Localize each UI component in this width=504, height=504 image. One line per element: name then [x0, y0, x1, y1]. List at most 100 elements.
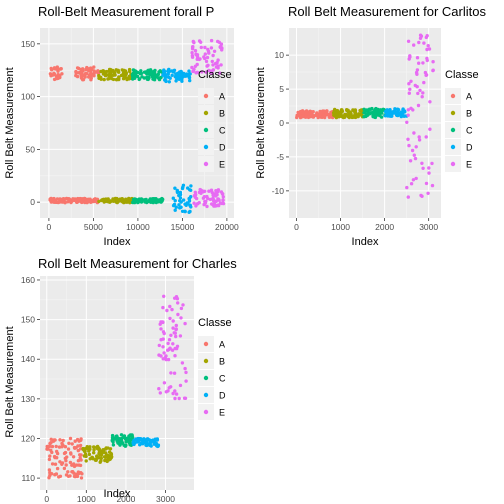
point-D [178, 206, 182, 210]
point-E [184, 379, 188, 383]
point-B [95, 446, 99, 450]
point-B [335, 108, 339, 113]
point-C [111, 443, 116, 447]
point-E [427, 171, 431, 175]
point-E [218, 71, 222, 75]
legend-label-C: C [219, 374, 226, 384]
point-D [187, 69, 191, 73]
point-E [427, 166, 431, 170]
point-E [195, 55, 200, 59]
point-A [47, 468, 52, 472]
point-A [76, 71, 81, 75]
point-A [58, 460, 62, 464]
point-E [202, 55, 206, 59]
point-A [69, 200, 73, 205]
point-A [319, 115, 323, 119]
point-A [77, 66, 81, 71]
point-E [174, 323, 178, 328]
point-A [55, 197, 60, 201]
point-E [203, 52, 207, 56]
point-E [210, 59, 214, 64]
point-A [76, 459, 81, 463]
point-E [425, 56, 429, 61]
point-B [92, 445, 96, 449]
point-A [73, 198, 77, 203]
point-A [86, 197, 90, 202]
point-E [175, 344, 180, 348]
point-C [380, 108, 384, 113]
point-B [92, 451, 96, 455]
point-A [79, 476, 84, 480]
legend-title: Classe [198, 317, 232, 329]
point-C [160, 197, 164, 201]
point-D [177, 203, 181, 207]
point-D [401, 108, 405, 112]
point-E [405, 120, 409, 125]
point-E [166, 341, 170, 346]
point-A [63, 445, 68, 449]
point-A [49, 74, 53, 78]
point-A [71, 470, 75, 474]
point-E [161, 345, 165, 349]
point-B [99, 459, 103, 463]
point-A [300, 109, 305, 113]
legend-label-D: D [219, 143, 226, 153]
point-E [428, 127, 432, 131]
point-D [144, 443, 148, 447]
legend-label-E: E [219, 160, 225, 170]
x-tick-label: 15000 [171, 222, 195, 232]
point-B [338, 113, 342, 117]
y-axis-label: Roll Belt Measurement [4, 67, 16, 178]
point-D [174, 72, 178, 76]
point-B [109, 199, 113, 203]
point-B [95, 454, 100, 459]
point-B [340, 109, 345, 114]
point-D [137, 437, 142, 442]
point-D [180, 79, 184, 83]
point-E [167, 338, 172, 342]
point-C [126, 436, 131, 440]
point-D [170, 73, 174, 78]
point-C [375, 108, 380, 112]
data-points [45, 294, 188, 480]
chart-carlitos: Roll Belt Measurement for Carlitos 0 1000 2… [255, 4, 486, 248]
point-B [99, 453, 104, 457]
point-E [426, 44, 430, 48]
y-axis-label: Roll Belt Measurement [255, 67, 267, 178]
point-B [123, 69, 128, 73]
point-E [163, 356, 167, 360]
point-E [166, 357, 171, 362]
point-D [174, 79, 178, 83]
point-B [126, 199, 131, 203]
y-tick-label: -10 [272, 186, 285, 196]
x-tick-label: 5000 [84, 222, 103, 232]
x-tick-label: 0 [44, 494, 49, 504]
point-A [295, 115, 299, 120]
point-E [406, 113, 410, 117]
point-E [199, 40, 203, 44]
x-tick-label: 3000 [419, 222, 438, 232]
point-A [57, 445, 62, 449]
point-A [75, 437, 80, 442]
point-E [190, 55, 195, 59]
legend-swatch-B [203, 110, 209, 116]
point-A [52, 73, 56, 77]
point-C [142, 198, 147, 202]
point-A [47, 457, 52, 462]
legend-label-B: B [219, 357, 225, 367]
point-E [168, 316, 172, 321]
point-D [400, 111, 404, 115]
point-A [84, 72, 89, 76]
y-tick-label: 150 [21, 315, 35, 325]
point-A [67, 197, 72, 201]
point-B [105, 459, 109, 464]
point-D [173, 75, 177, 79]
point-D [186, 201, 190, 205]
point-A [74, 446, 78, 450]
point-A [62, 466, 67, 471]
point-B [103, 73, 108, 78]
point-E [424, 73, 428, 78]
point-E [421, 61, 425, 65]
point-A [82, 73, 86, 77]
legend-label-D: D [219, 391, 226, 401]
